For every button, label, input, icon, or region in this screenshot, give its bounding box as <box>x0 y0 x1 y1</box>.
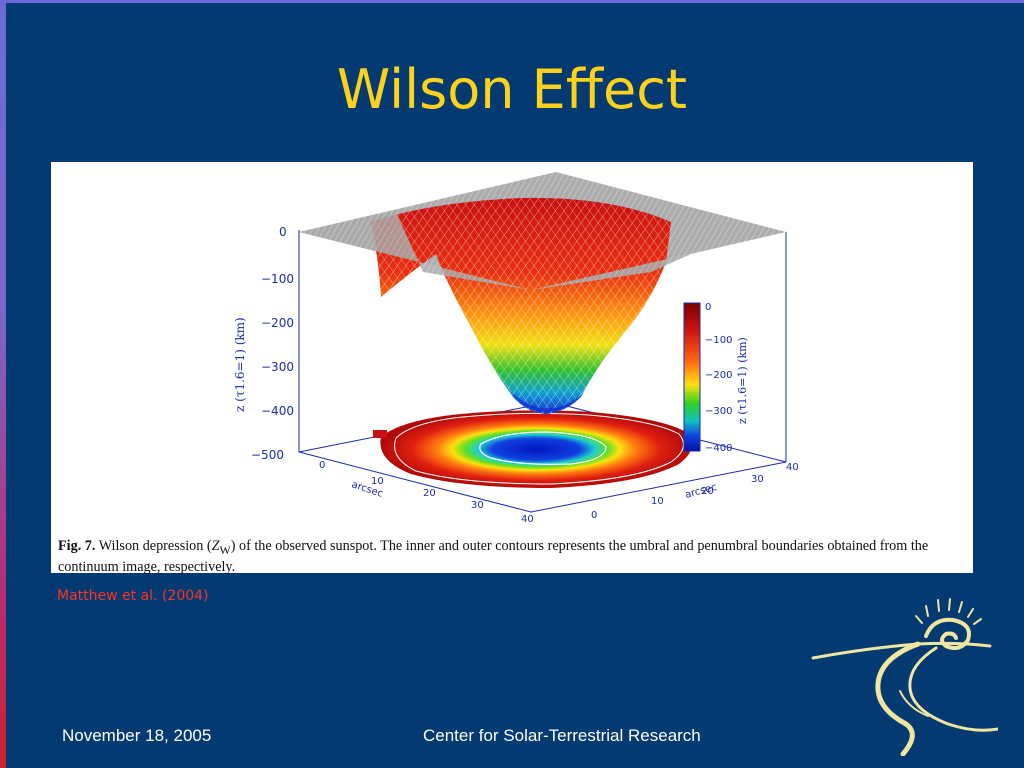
x-tick-0: 0 <box>319 460 325 471</box>
y-tick-4: 40 <box>786 462 799 473</box>
footer-organization: Center for Solar-Terrestrial Research <box>423 726 701 745</box>
caption-subscript: W <box>219 542 231 557</box>
figure-panel: 0 −100 −200 −300 −400 −500 z (τ1.6=1) (k… <box>51 162 973 576</box>
y-tick-0: 0 <box>591 510 597 521</box>
z-axis-label: z (τ1.6=1) (km) <box>233 317 247 412</box>
caption-symbol: Z <box>211 538 220 554</box>
citation: Matthew et al. (2004) <box>57 588 209 604</box>
x-tick-2: 20 <box>423 488 436 499</box>
y-axis-label: arcsec <box>684 482 718 501</box>
z-tick-2: −200 <box>261 316 294 330</box>
surface-plane-right <box>531 232 786 290</box>
left-border-gradient <box>0 0 6 768</box>
colorbar-label: z (τ1.6=1) (km) <box>736 337 749 424</box>
figure-caption: Fig. 7. Wilson depression (ZW) of the ob… <box>58 538 968 576</box>
caption-part2: ) of the observed sunspot. The inner and… <box>58 538 929 575</box>
colorbar-tick-4: −400 <box>705 443 732 454</box>
depression-funnel <box>371 197 671 414</box>
z-tick-1: −100 <box>261 272 294 286</box>
x-tick-3: 30 <box>471 500 484 511</box>
sun-road-logo-icon <box>811 598 998 756</box>
y-tick-3: 30 <box>751 474 764 485</box>
caption-label: Fig. 7. <box>58 538 96 554</box>
caption-part1: Wilson depression ( <box>95 538 212 554</box>
x-tick-1: 10 <box>371 476 384 487</box>
y-tick-2: 20 <box>701 486 714 497</box>
z-axis-ticks: 0 −100 −200 −300 −400 −500 <box>251 225 294 462</box>
colorbar-tick-0: 0 <box>705 302 711 313</box>
z-tick-0: 0 <box>279 225 287 239</box>
surface-plane-front <box>299 212 531 290</box>
sunspot-floor-map <box>373 410 693 488</box>
z-tick-4: −400 <box>261 404 294 418</box>
z-tick-3: −300 <box>261 360 294 374</box>
wilson-depression-plot: 0 −100 −200 −300 −400 −500 z (τ1.6=1) (k… <box>233 172 799 525</box>
floor-ticks: 0 10 20 30 40 0 10 20 30 40 arcsec arcse… <box>319 460 799 525</box>
colorbar-tick-1: −100 <box>705 335 732 346</box>
x-tick-4: 40 <box>521 514 534 525</box>
top-border <box>0 0 1024 3</box>
slide-title: Wilson Effect <box>336 58 688 121</box>
footer-date: November 18, 2005 <box>62 726 212 745</box>
colorbar-tick-3: −300 <box>705 406 732 417</box>
z-tick-5: −500 <box>251 448 284 462</box>
colorbar-tick-2: −200 <box>705 370 732 381</box>
y-tick-1: 10 <box>651 496 664 507</box>
colorbar: 0 −100 −200 −300 −400 z (τ1.6=1) (km) <box>683 302 749 454</box>
